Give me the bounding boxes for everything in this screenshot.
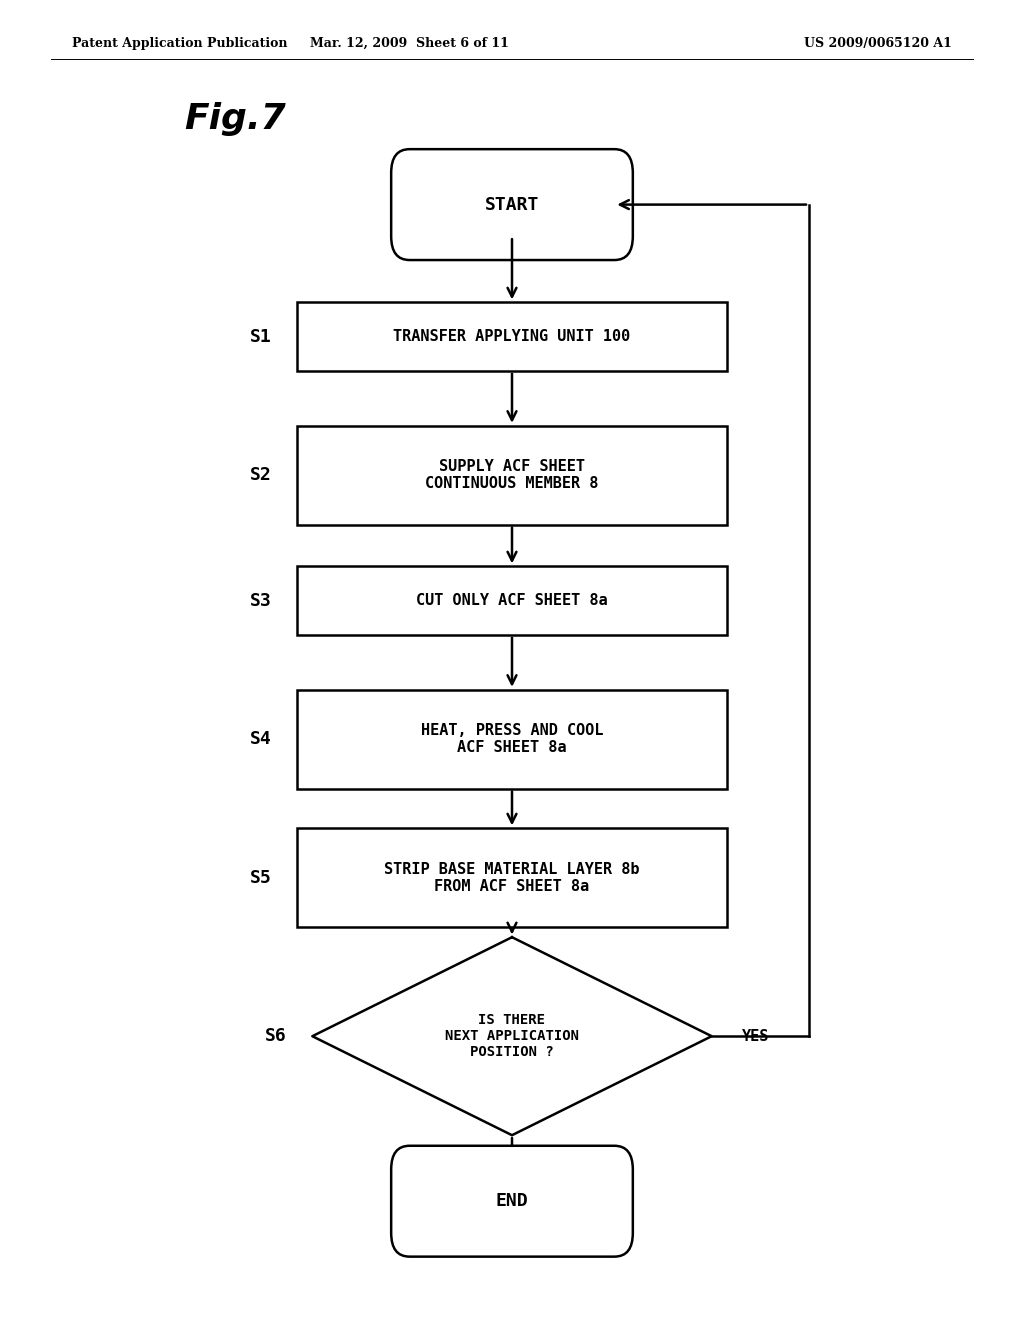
Text: IS THERE
NEXT APPLICATION
POSITION ?: IS THERE NEXT APPLICATION POSITION ?: [445, 1012, 579, 1060]
Text: CUT ONLY ACF SHEET 8a: CUT ONLY ACF SHEET 8a: [416, 593, 608, 609]
Text: S4: S4: [250, 730, 271, 748]
FancyBboxPatch shape: [391, 149, 633, 260]
Text: S6: S6: [265, 1027, 287, 1045]
Text: STRIP BASE MATERIAL LAYER 8b
FROM ACF SHEET 8a: STRIP BASE MATERIAL LAYER 8b FROM ACF SH…: [384, 862, 640, 894]
Text: END: END: [496, 1192, 528, 1210]
Text: SUPPLY ACF SHEET
CONTINUOUS MEMBER 8: SUPPLY ACF SHEET CONTINUOUS MEMBER 8: [425, 459, 599, 491]
Text: S1: S1: [250, 327, 271, 346]
Bar: [297, 425, 727, 524]
Text: YES: YES: [742, 1028, 770, 1044]
Text: US 2009/0065120 A1: US 2009/0065120 A1: [805, 37, 952, 50]
Text: S2: S2: [250, 466, 271, 484]
Text: S5: S5: [250, 869, 271, 887]
Text: S3: S3: [250, 591, 271, 610]
Text: HEAT, PRESS AND COOL
ACF SHEET 8a: HEAT, PRESS AND COOL ACF SHEET 8a: [421, 723, 603, 755]
Text: NO: NO: [503, 1159, 521, 1173]
Text: START: START: [484, 195, 540, 214]
Bar: [297, 829, 727, 927]
Text: Patent Application Publication: Patent Application Publication: [72, 37, 287, 50]
FancyBboxPatch shape: [391, 1146, 633, 1257]
Bar: [297, 302, 727, 371]
Polygon shape: [312, 937, 712, 1135]
Text: Mar. 12, 2009  Sheet 6 of 11: Mar. 12, 2009 Sheet 6 of 11: [310, 37, 509, 50]
Bar: [297, 566, 727, 635]
Text: Fig.7: Fig.7: [184, 102, 286, 136]
Text: TRANSFER APPLYING UNIT 100: TRANSFER APPLYING UNIT 100: [393, 329, 631, 345]
Bar: [297, 689, 727, 788]
